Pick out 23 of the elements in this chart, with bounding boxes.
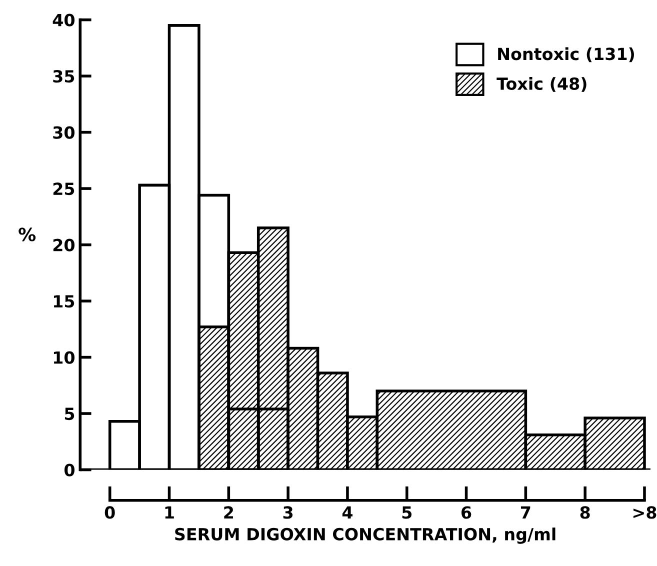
x-tick-label: 3 (283, 506, 293, 519)
y-tick-label: 5 (64, 408, 74, 420)
y-tick-label: 20 (53, 238, 74, 252)
y-tick-label: 10 (54, 351, 74, 364)
y-tick-label: 35 (53, 70, 74, 83)
y-tick-label: 0 (64, 464, 74, 476)
y-axis-title: % (18, 228, 36, 242)
x-tick-label: 1 (165, 506, 174, 519)
x-tick-label: 4 (342, 506, 353, 519)
y-tick-label: 15 (54, 295, 74, 308)
y-tick-label: 30 (53, 126, 74, 139)
x-tick-label: 0 (104, 506, 115, 519)
x-tick-label: 5 (402, 506, 412, 519)
y-tick-label: 40 (52, 14, 74, 26)
x-tick-label: 8 (580, 506, 590, 519)
legend-label: Toxic (48) (496, 77, 586, 92)
y-tick-label: 25 (53, 182, 74, 196)
x-tick-label: >8 (633, 506, 656, 519)
legend-label: Nontoxic (131) (498, 47, 634, 62)
x-tick-label: 7 (521, 506, 530, 519)
x-tick-label: 2 (224, 506, 234, 519)
x-tick-label: 6 (462, 506, 472, 519)
x-axis-title: SERUM DIGOXIN CONCENTRATION, ng/ml (175, 528, 556, 544)
